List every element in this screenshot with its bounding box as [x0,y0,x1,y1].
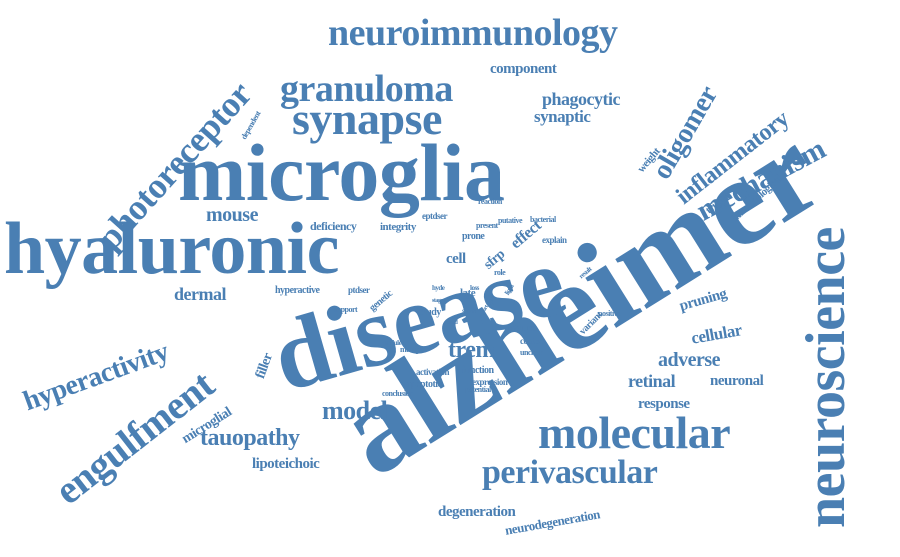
word-study: study [420,307,441,318]
word-cell: cell [446,251,466,267]
word-deficiency: deficiency [310,219,357,233]
word-positive: positive [598,309,621,318]
word-response: response [638,396,690,412]
word-hyde: hyde [432,284,445,292]
word-synapse: synapse [292,93,442,144]
word-late: late [460,287,476,299]
word-activation: activation [416,367,450,377]
word-dermal: dermal [174,284,226,304]
word-function: function [462,365,494,376]
word-conclusion: conclusion [382,389,414,398]
word-putative: putative [498,216,523,225]
word-mouse: mouse [206,204,258,226]
word-cellular: cellular [689,320,744,348]
word-context: context [520,336,545,346]
word-trem: trem [448,337,495,363]
word-present: present [476,221,498,230]
word-granuloma: granuloma [280,68,453,110]
word-tauopathy: tauopathy [200,425,300,451]
word-stage: stage [432,298,443,304]
word-bacterial: bacterial [530,215,556,224]
word-signal: signal [462,307,477,315]
word-unclear: unclear [520,348,543,357]
word-induce: induce [508,322,537,334]
word-phagocytic: phagocytic [542,89,621,109]
word-adverse: adverse [658,349,721,371]
word-integrity: integrity [380,221,416,233]
word-case: case [463,293,474,301]
word-loss: loss [470,284,479,292]
word-support: support [334,305,358,314]
word-perivascular: perivascular [482,454,658,491]
word-molecular: molecular [538,407,731,458]
word-multiple: multiple [400,345,425,354]
word-neuroimmunology: neuroimmunology [328,12,618,54]
word-explain: explain [542,235,567,245]
word-neuronal: neuronal [710,373,764,389]
word-hyperactive: hyperactive [275,285,320,296]
word-neurodegeneration: neurodegeneration [503,506,601,538]
word-eptdser: eptdser [422,211,448,221]
word-ptdser: ptdser [348,285,370,295]
word-apoptotic: apoptotic [406,379,442,390]
word-expression: expression [472,377,508,387]
word-prone: prone [462,231,485,242]
word-component: component [490,61,557,77]
word-filler: filler [253,351,276,381]
word-nodule: nodule [384,339,402,347]
word-retinal: retinal [628,371,676,391]
word-microglia: microglia [178,127,505,218]
word-role: role [494,268,506,277]
word-reaction: reaction [478,197,502,206]
word-hyaluronic: hyaluronic [4,208,339,290]
word-model: model [322,396,388,425]
word-synaptic: synaptic [534,107,591,126]
word-neuroscience: neuroscience [795,227,857,528]
word-potential: potential [465,385,491,394]
word-degeneration: degeneration [438,504,516,520]
word-lipoteichoic: lipoteichoic [252,456,320,472]
word-mind: mind [446,320,458,326]
